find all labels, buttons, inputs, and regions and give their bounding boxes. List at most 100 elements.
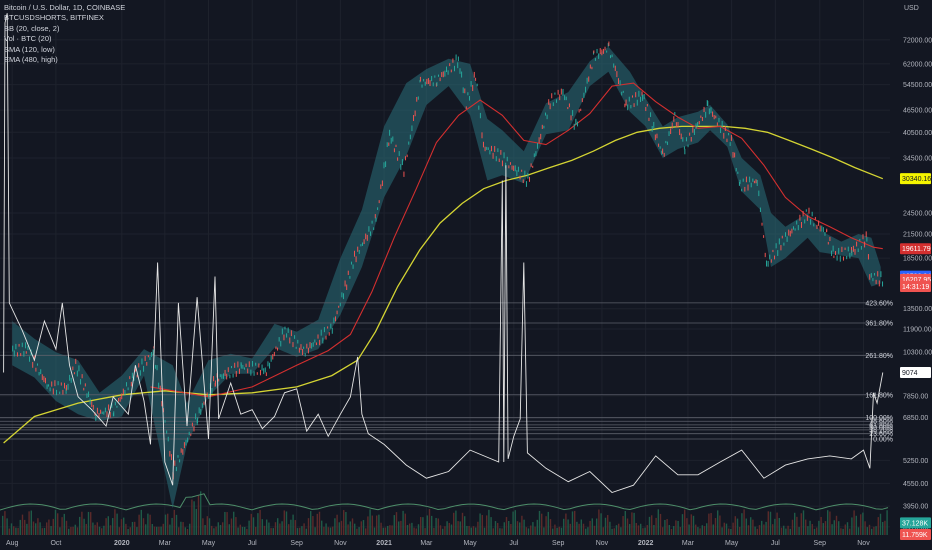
price-candle bbox=[198, 407, 200, 414]
volume-bar bbox=[545, 516, 547, 535]
price-candle bbox=[129, 376, 131, 380]
price-candle bbox=[65, 387, 67, 394]
price-candle bbox=[462, 87, 464, 94]
volume-bar bbox=[466, 525, 468, 535]
price-candle bbox=[377, 207, 379, 210]
volume-bar bbox=[508, 520, 510, 535]
price-candle bbox=[744, 186, 746, 192]
volume-bar bbox=[4, 511, 6, 535]
price-candle bbox=[506, 156, 508, 162]
volume-bar bbox=[813, 528, 816, 535]
price-candle bbox=[611, 54, 613, 58]
price-candle bbox=[449, 63, 451, 67]
price-candle bbox=[530, 163, 532, 167]
price-candle bbox=[78, 365, 80, 372]
volume-bar bbox=[406, 525, 409, 535]
volume-bar bbox=[818, 520, 820, 535]
price-candle bbox=[625, 99, 627, 106]
legend-bb[interactable]: BB (20, close, 2) bbox=[4, 23, 60, 33]
price-candle bbox=[347, 270, 349, 275]
volume-bar bbox=[758, 525, 761, 535]
price-candle bbox=[230, 366, 232, 369]
price-candle bbox=[500, 149, 502, 155]
price-candle bbox=[492, 152, 494, 159]
x-tick-label: Aug bbox=[6, 540, 19, 547]
price-candle bbox=[472, 85, 474, 92]
price-candle bbox=[281, 328, 283, 335]
price-candle bbox=[294, 335, 296, 339]
price-candle bbox=[218, 378, 220, 382]
volume-bar bbox=[554, 524, 556, 535]
price-candle bbox=[758, 190, 760, 197]
price-candle bbox=[96, 407, 98, 414]
volume-ma-line bbox=[0, 493, 889, 511]
price-candle bbox=[373, 227, 375, 230]
legend-ema-high[interactable]: EMA (480, high) bbox=[4, 55, 58, 65]
price-candle bbox=[325, 335, 327, 340]
price-candle bbox=[738, 182, 740, 186]
fib-level-label: 161.80% bbox=[865, 392, 893, 399]
volume-bar bbox=[849, 528, 851, 535]
volume-bar bbox=[310, 511, 312, 535]
price-candle bbox=[413, 115, 415, 122]
volume-bar bbox=[846, 522, 849, 535]
volume-bar bbox=[171, 517, 173, 535]
legend-sma-low[interactable]: SMA (120, low) bbox=[4, 44, 55, 54]
price-candle bbox=[769, 254, 771, 260]
price-candle bbox=[240, 363, 242, 369]
volume-bar bbox=[283, 510, 285, 535]
fib-level-label: 61.80% bbox=[869, 422, 893, 429]
volume-bar bbox=[629, 524, 631, 535]
volume-bar bbox=[32, 521, 35, 535]
volume-bar bbox=[321, 520, 323, 535]
price-candle bbox=[514, 165, 516, 172]
price-candle bbox=[75, 358, 77, 364]
price-candle bbox=[256, 372, 258, 375]
volume-bar bbox=[541, 513, 543, 535]
volume-bar bbox=[180, 521, 182, 535]
price-candle bbox=[720, 127, 722, 134]
volume-bar bbox=[591, 518, 593, 535]
volume-bar bbox=[411, 522, 413, 535]
price-candle bbox=[792, 226, 794, 230]
volume-bar bbox=[626, 518, 629, 535]
volume-bar bbox=[389, 525, 391, 535]
price-candle bbox=[164, 420, 166, 423]
price-candle bbox=[533, 153, 535, 158]
volume-bar bbox=[644, 527, 646, 535]
price-candle bbox=[829, 236, 831, 242]
volume-bar bbox=[277, 518, 279, 535]
price-candle bbox=[64, 382, 66, 389]
volume-bar bbox=[871, 528, 873, 535]
legend-shorts[interactable]: BTCUSDSHORTS, BITFINEX bbox=[4, 13, 104, 23]
price-candle bbox=[721, 120, 723, 127]
price-candle bbox=[621, 91, 623, 96]
price-candle bbox=[690, 136, 692, 142]
volume-bar bbox=[384, 527, 387, 535]
legend-symbol[interactable]: Bitcoin / U.S. Dollar, 1D, COINBASE bbox=[4, 3, 126, 12]
volume-bar bbox=[334, 518, 336, 535]
price-candle bbox=[57, 381, 59, 386]
time-axis[interactable]: Aug Oct 2020 Mar May Jul Sep Nov 2021 Mar May Jul Se… bbox=[6, 540, 870, 547]
volume-bar bbox=[642, 528, 644, 535]
price-candle bbox=[371, 220, 373, 224]
legend-vol[interactable]: Vol · BTC (20) bbox=[4, 34, 52, 44]
volume-bar bbox=[184, 527, 186, 535]
y-tick-label: 24500.00 bbox=[903, 210, 932, 217]
price-candle bbox=[319, 339, 321, 346]
price-candle bbox=[780, 245, 782, 251]
price-candle bbox=[154, 364, 156, 369]
price-candle bbox=[48, 384, 50, 387]
price-candle bbox=[707, 101, 709, 107]
volume-bar bbox=[816, 527, 818, 535]
price-candle bbox=[270, 355, 272, 362]
price-candle bbox=[697, 121, 699, 127]
price-tag-label: 16207.95 bbox=[902, 277, 931, 284]
volume-bar bbox=[675, 520, 677, 535]
price-candle bbox=[389, 129, 391, 136]
volume-bar bbox=[730, 528, 732, 535]
x-tick-label: 2021 bbox=[376, 540, 392, 547]
price-candle bbox=[601, 49, 603, 56]
volume-bar bbox=[270, 528, 272, 535]
